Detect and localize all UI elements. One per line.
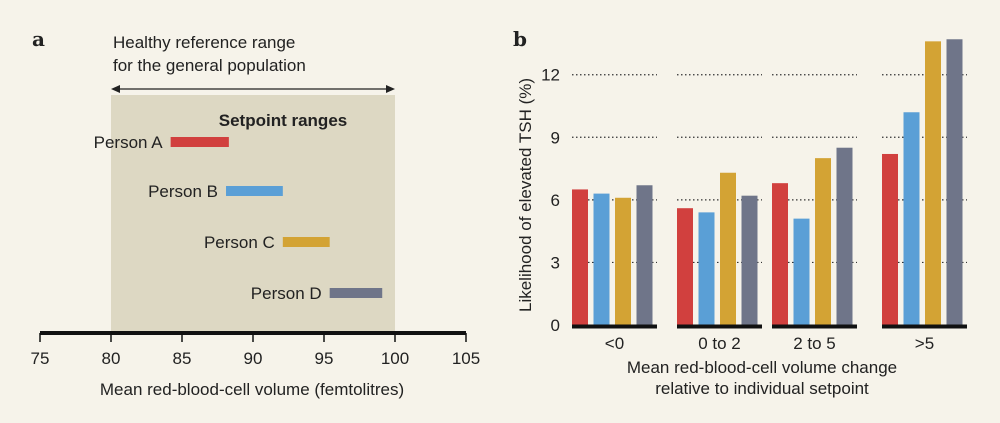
panel-b-x-ticks: <0 0 to 2 2 to 5 >5 [605, 334, 934, 353]
panel-b-y-tick-label: 6 [551, 191, 560, 210]
setpoint-bars [170, 137, 383, 298]
panel-b-y-tick-label: 3 [551, 253, 560, 272]
panel-b-bar [793, 218, 810, 325]
panel-b-bars [572, 39, 963, 325]
panel-b-bar [903, 112, 920, 325]
panel-a-x-tick-label: 100 [381, 349, 409, 368]
panel-b-x-tick-label: <0 [605, 334, 624, 353]
panel-b-y-tick-label: 0 [551, 316, 560, 335]
reference-range-arrow-left-head [111, 85, 120, 93]
panel-b-bar [572, 189, 588, 325]
panel-b-bar [925, 41, 941, 325]
panel-a-x-tick-label: 90 [244, 349, 263, 368]
panel-b-bar [882, 153, 898, 325]
panel-a-x-tick-label: 85 [173, 349, 192, 368]
panel-b-x-tick-label: >5 [915, 334, 934, 353]
panel-b-bar [836, 147, 853, 325]
panel-a-x-ticks: 75 80 85 90 95 100 105 [31, 333, 480, 368]
panel-b-bar [636, 185, 653, 325]
panel-b-y-tick-label: 9 [551, 128, 560, 147]
panel-a-range-chart: a Healthy reference range for the genera… [31, 27, 481, 399]
person-labels: Person A Person B Person C Person D [94, 133, 322, 303]
panel-b-bar [741, 195, 758, 325]
panel-a-x-tick-label: 95 [315, 349, 334, 368]
reference-range-label-line1: Healthy reference range [113, 33, 295, 52]
panel-b-bar [593, 193, 610, 325]
panel-b-bar [772, 183, 788, 325]
panel-b-x-tick-label: 2 to 5 [793, 334, 836, 353]
panel-b-label: b [513, 27, 527, 51]
setpoint-ranges-title: Setpoint ranges [219, 111, 347, 130]
reference-range-label-line2: for the general population [113, 56, 306, 75]
panel-a-label: a [32, 27, 45, 51]
person-label: Person C [204, 233, 275, 252]
reference-range-arrow-right-head [386, 85, 395, 93]
setpoint-bar [329, 288, 383, 298]
panel-b-x-axis-title-line2: relative to individual setpoint [655, 379, 869, 398]
panel-b-bar [615, 197, 631, 325]
panel-b-bar [677, 208, 693, 325]
panel-b-bar [815, 158, 831, 325]
person-label: Person D [251, 284, 322, 303]
panel-b-y-axis-title: Likelihood of elevated TSH (%) [516, 78, 535, 312]
panel-a-x-axis-title: Mean red-blood-cell volume (femtolitres) [100, 380, 404, 399]
setpoint-bar [170, 137, 229, 147]
person-label: Person A [94, 133, 164, 152]
panel-a-x-tick-label: 105 [452, 349, 480, 368]
panel-b-bar [698, 212, 715, 325]
panel-a-x-tick-label: 75 [31, 349, 50, 368]
panel-b-x-tick-label: 0 to 2 [698, 334, 741, 353]
panel-b-y-ticks: 0 3 6 9 12 [541, 66, 560, 335]
setpoint-bar [226, 186, 283, 196]
panel-b-bar [946, 39, 963, 325]
panel-a-x-tick-label: 80 [102, 349, 121, 368]
panel-b-bar-chart: b 0 3 6 9 12 <0 0 to 2 2 to 5 >5 Likelihood of … [513, 27, 967, 398]
panel-b-bar [720, 172, 736, 325]
panel-b-x-axis-title-line1: Mean red-blood-cell volume change [627, 358, 897, 377]
person-label: Person B [148, 182, 218, 201]
setpoint-bar [282, 237, 330, 247]
panel-b-y-tick-label: 12 [541, 66, 560, 85]
